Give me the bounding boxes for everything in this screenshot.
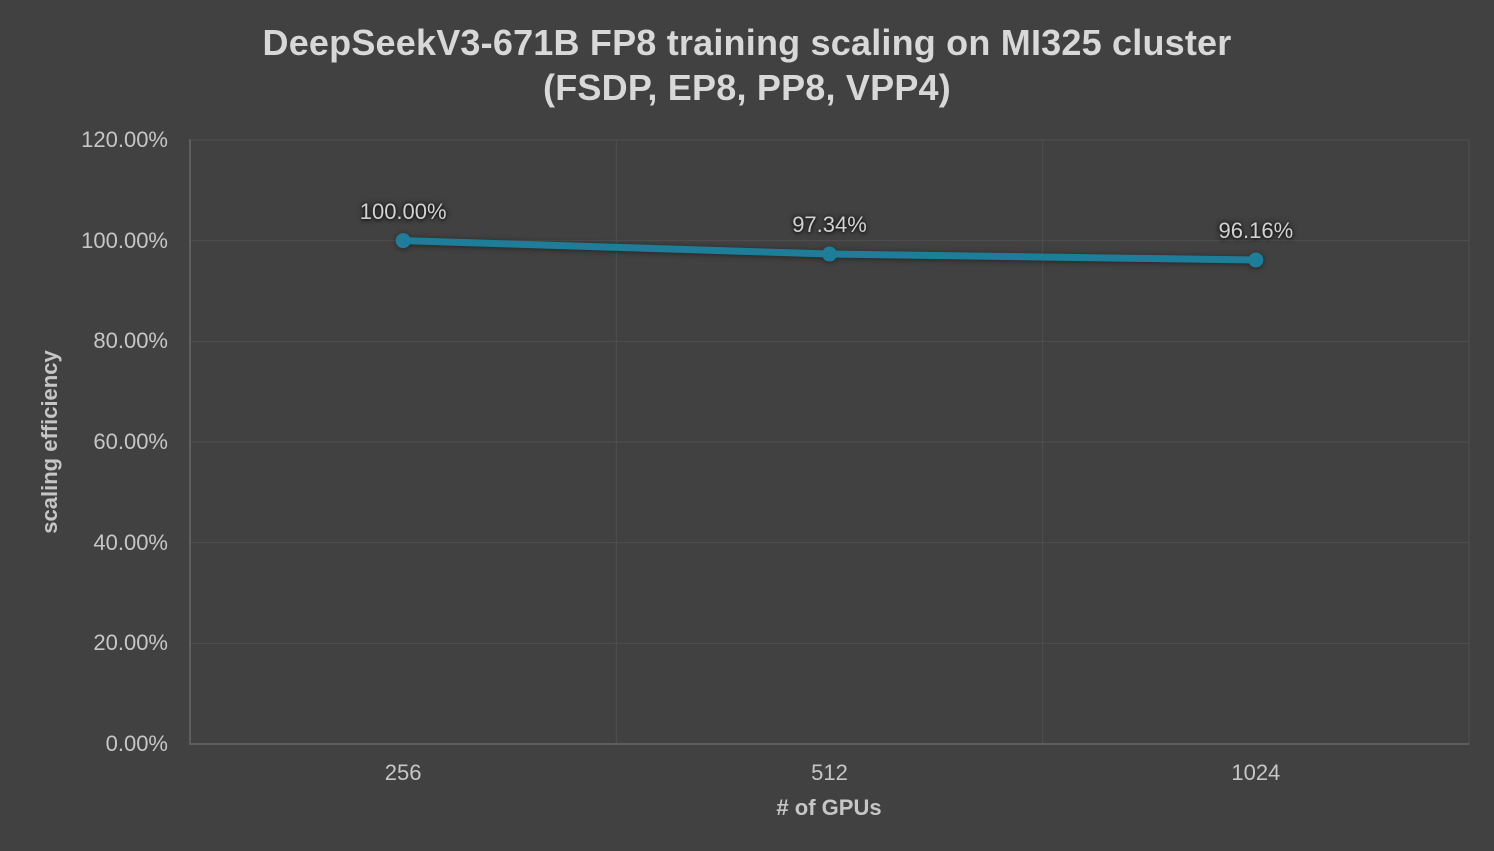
y-tick-label: 0.00%	[105, 731, 168, 756]
data-point-marker	[395, 233, 411, 249]
series-scaling-efficiency	[395, 233, 1264, 268]
y-tick-label: 100.00%	[81, 227, 168, 253]
chart-title-line-2: (FSDP, EP8, PP8, VPP4)	[543, 67, 951, 108]
chart-title-line-1: DeepSeekV3-671B FP8 training scaling on …	[262, 22, 1232, 63]
x-tick-label: 1024	[1231, 760, 1281, 785]
y-tick-label: 40.00%	[93, 529, 168, 555]
data-label: 97.34%	[792, 212, 867, 238]
y-tick-label: 80.00%	[93, 328, 168, 354]
chart-title: DeepSeekV3-671B FP8 training scaling on …	[0, 20, 1494, 110]
data-label: 96.16%	[1218, 217, 1294, 243]
y-tick-label: 120.00%	[81, 127, 168, 152]
x-tick-label: 256	[384, 760, 422, 785]
data-label: 100.00%	[359, 198, 447, 224]
x-axis-title: # of GPUs	[776, 795, 882, 820]
data-point-marker	[822, 246, 837, 262]
x-tick-label: 512	[811, 760, 848, 785]
y-tick-label: 20.00%	[93, 630, 168, 656]
y-tick-label: 60.00%	[93, 429, 168, 454]
data-point-marker	[1248, 252, 1264, 268]
